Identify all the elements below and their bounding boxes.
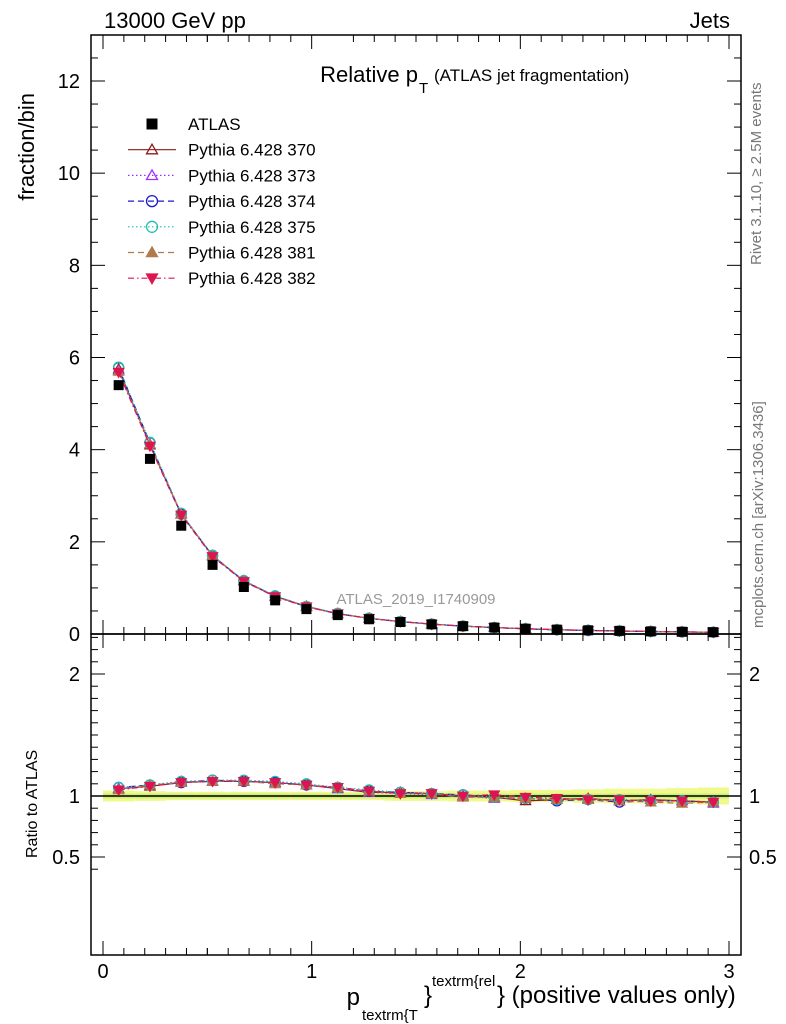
- legend-label-6: Pythia 6.428 381: [188, 244, 316, 263]
- legend-marker-6: [145, 245, 159, 258]
- plot-title-rest: (ATLAS jet fragmentation): [434, 66, 629, 85]
- legend-label-1: ATLAS: [188, 115, 241, 134]
- main-y-tick-label: 2: [69, 532, 80, 554]
- ratio-y-label: Ratio to ATLAS: [24, 750, 41, 858]
- atlas-data-point: [426, 619, 437, 630]
- ratio-series-point: [456, 791, 470, 803]
- main-y-label: fraction/bin: [14, 93, 39, 201]
- atlas-data-point: [270, 595, 281, 606]
- plot-title-subscript: T: [419, 80, 428, 97]
- atlas-data-point: [207, 559, 218, 570]
- legend-marker-4: [145, 194, 159, 208]
- ratio-series-point: [362, 786, 376, 798]
- ratio-series-point: [488, 790, 501, 802]
- x-tick-label: 3: [723, 961, 734, 983]
- main-y-tick-label: 8: [69, 255, 80, 277]
- plot-title-main: Relative p: [320, 62, 418, 87]
- atlas-data-point: [677, 626, 688, 637]
- ratio-series-point: [206, 776, 219, 788]
- legend-label-5: Pythia 6.428 375: [188, 218, 316, 237]
- ratio-series-line-6: [118, 780, 714, 803]
- ratio-y-tick-label-right: 1: [749, 786, 760, 808]
- ratio-series-point: [143, 781, 157, 793]
- series-layer: [112, 361, 720, 809]
- x-tick-label: 2: [515, 961, 526, 983]
- legend-label-7: Pythia 6.428 382: [188, 269, 316, 288]
- atlas-data-point: [113, 380, 124, 391]
- ratio-y-tick-label-left: 2: [69, 664, 80, 686]
- ratio-series-point: [300, 780, 313, 792]
- main-series-point: [143, 441, 157, 453]
- atlas-data-point: [489, 622, 500, 633]
- atlas-data-point: [645, 626, 656, 637]
- uncertainty-band-layer: [91, 787, 741, 805]
- x-label-rest: } (positive values only): [497, 982, 736, 1009]
- x-label-p: p: [347, 984, 360, 1011]
- ratio-series-point: [519, 792, 532, 804]
- atlas-data-point: [583, 625, 594, 636]
- atlas-data-point: [614, 625, 625, 636]
- x-label-brace: }: [424, 982, 432, 1009]
- legend-marker-7: [145, 273, 159, 286]
- ratio-y-tick-label-right: 2: [749, 664, 760, 686]
- main-series-line-6: [118, 372, 714, 633]
- ratio-series-point: [613, 795, 626, 806]
- legend-marker-1: [146, 118, 158, 130]
- legend-marker-5: [145, 220, 159, 233]
- main-series-point: [206, 552, 219, 563]
- ratio-series-point: [550, 794, 563, 805]
- x-label-superscript: textrm{rel: [432, 973, 495, 990]
- ratio-series-point: [707, 797, 720, 809]
- ratio-series-point: [112, 785, 125, 797]
- ratio-y-tick-label-right: 0.5: [749, 847, 777, 869]
- atlas-data-point: [551, 624, 562, 635]
- rivet-label: Rivet 3.1.10, ≥ 2.5M events: [748, 83, 765, 266]
- atlas-data-point: [332, 610, 343, 621]
- x-tick-label: 0: [97, 961, 108, 983]
- main-y-tick-label: 12: [58, 71, 80, 93]
- legend-marker-2: [145, 142, 159, 155]
- atlas-data-point: [301, 604, 312, 615]
- ratio-series-point: [237, 776, 250, 788]
- legend-marker-3: [145, 168, 159, 181]
- main-series-point: [175, 510, 188, 522]
- ratio-series-point: [175, 778, 188, 789]
- legend-label-2: Pythia 6.428 370: [188, 141, 316, 160]
- main-series-point: [112, 367, 125, 379]
- ratio-y-tick-label-left: 0.5: [52, 847, 80, 869]
- x-label-subscript: textrm{T: [362, 1007, 418, 1024]
- legend: ATLAS Pythia 6.428 370 Pythia 6.428 373 Pyt…: [128, 115, 316, 288]
- ratio-series-point: [425, 789, 438, 800]
- main-y-tick-label: 0: [69, 624, 80, 646]
- ratio-series-point: [644, 796, 657, 808]
- atlas-data-point: [520, 623, 531, 634]
- ratio-series-point: [331, 783, 344, 794]
- mcplots-label: mcplots.cern.ch [arXiv:1306.3436]: [750, 401, 767, 628]
- ratio-y-tick-label-left: 1: [69, 786, 80, 808]
- main-y-tick-label: 6: [69, 348, 80, 370]
- x-tick-label: 1: [306, 961, 317, 983]
- ratio-series-point: [675, 796, 689, 808]
- analysis-watermark: ATLAS_2019_I1740909: [336, 591, 495, 608]
- atlas-data-point: [395, 617, 406, 628]
- atlas-data-point: [708, 627, 719, 638]
- legend-label-3: Pythia 6.428 373: [188, 166, 316, 185]
- ratio-series-point: [582, 795, 595, 806]
- atlas-data-point: [364, 614, 375, 625]
- atlas-data-point: [176, 520, 187, 531]
- atlas-data-point: [457, 621, 468, 632]
- header-left: 13000 GeV pp: [104, 8, 246, 33]
- main-series-line-3: [118, 367, 714, 633]
- header-right: Jets: [690, 8, 730, 33]
- atlas-data-point: [144, 453, 155, 464]
- main-y-tick-label: 4: [69, 440, 80, 462]
- main-y-tick-label: 10: [58, 163, 80, 185]
- atlas-data-point: [238, 581, 249, 592]
- ratio-series-point: [394, 789, 407, 800]
- ratio-series-point: [269, 778, 282, 789]
- legend-label-4: Pythia 6.428 374: [188, 192, 316, 211]
